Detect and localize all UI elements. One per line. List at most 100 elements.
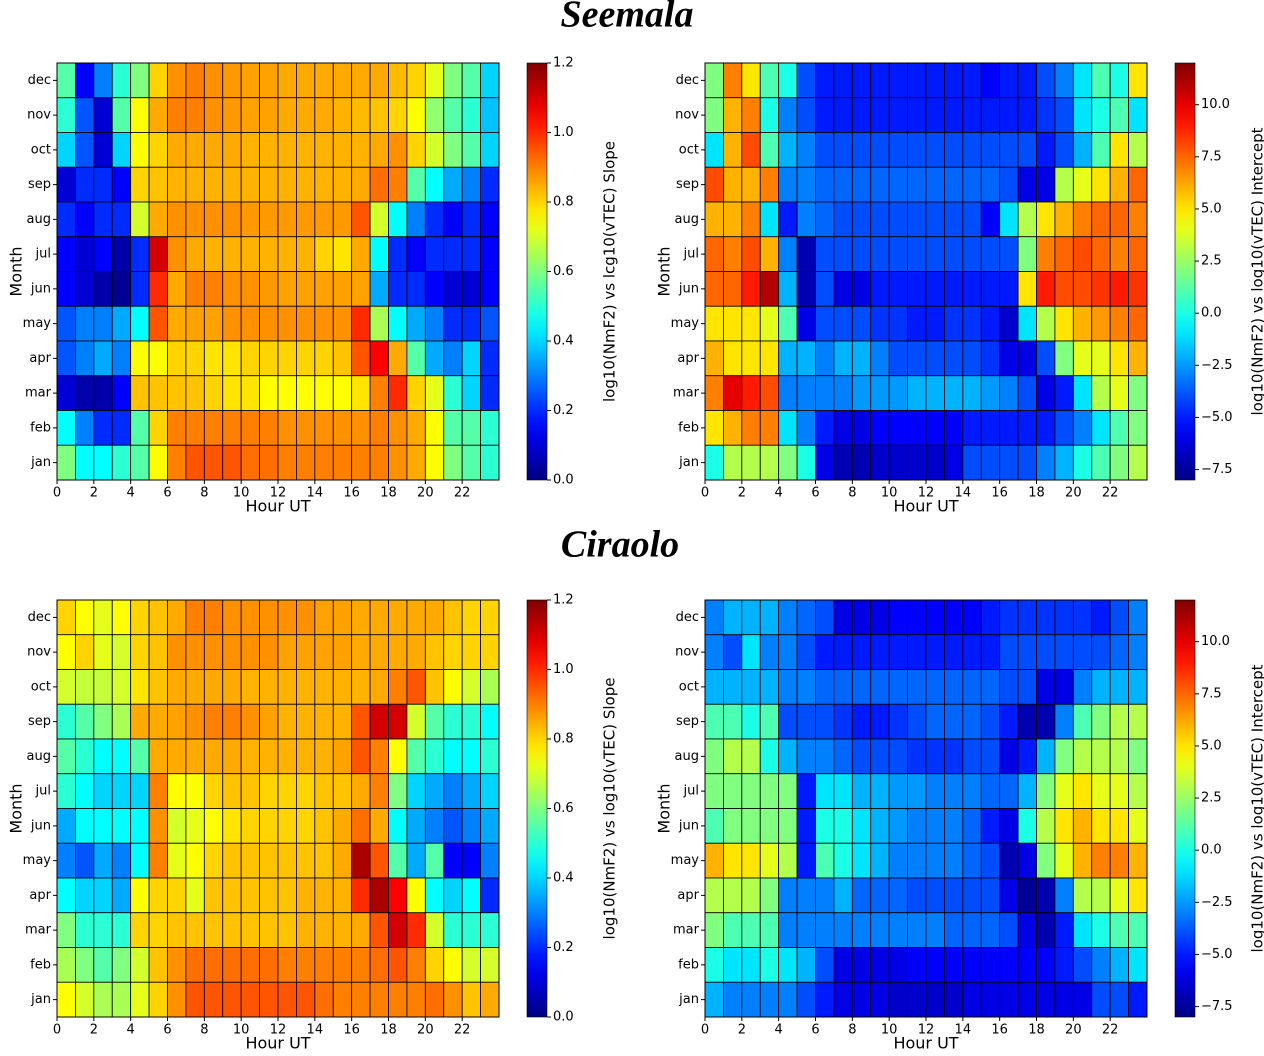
heatmap-cell (369, 62, 389, 99)
heatmap-cell (296, 305, 316, 342)
heatmap-cell (277, 236, 297, 272)
heatmap-cell (130, 842, 150, 879)
heatmap-cell (1072, 201, 1093, 238)
heatmap-cell (888, 981, 908, 1018)
heatmap-cell (1109, 738, 1129, 775)
x-tick-label: 0 (53, 1023, 61, 1038)
heatmap-cell (925, 877, 945, 914)
heatmap-cell (1036, 340, 1056, 377)
heatmap-cell (388, 340, 408, 377)
heatmap-cell (1054, 132, 1074, 168)
heatmap-cell (406, 97, 426, 133)
heatmap-cell (759, 97, 780, 133)
heatmap-cell (815, 62, 835, 99)
heatmap-cell (815, 599, 835, 636)
heatmap-cell (461, 340, 481, 377)
heatmap-cell (723, 981, 743, 1018)
x-tick-label: 6 (811, 486, 819, 501)
heatmap-cell (907, 634, 927, 670)
y-tick-label: nov (27, 645, 51, 660)
heatmap-cell (167, 410, 187, 446)
heatmap-cell (259, 877, 279, 914)
heatmap-cell (75, 808, 95, 844)
heatmap-cell (870, 236, 890, 272)
heatmap-cell (1054, 166, 1074, 203)
heatmap-cell (480, 236, 500, 272)
heatmap-cell (962, 444, 982, 481)
heatmap-cell (56, 703, 76, 740)
heatmap-cell (203, 97, 224, 133)
heatmap-cell (314, 271, 334, 307)
heatmap-cell (130, 599, 150, 636)
heatmap-cell (1017, 236, 1037, 272)
heatmap-cell (259, 236, 279, 272)
heatmap-cell (56, 808, 76, 844)
heatmap-cell (332, 703, 353, 740)
heatmap-cell (980, 703, 1001, 740)
x-tick-label: 20 (1065, 1023, 1082, 1038)
heatmap-cell (93, 62, 113, 99)
heatmap-cell (907, 703, 927, 740)
heatmap-cell (480, 340, 500, 377)
heatmap-cell (480, 166, 500, 203)
heatmap-cell (222, 97, 242, 133)
heatmap-cell (240, 375, 260, 411)
heatmap-cell (369, 340, 389, 377)
heatmap-cell (314, 703, 334, 740)
heatmap-cell (888, 166, 908, 203)
heatmap-cell (907, 97, 927, 133)
heatmap-cell (424, 410, 445, 446)
heatmap-cell (1036, 410, 1056, 446)
heatmap-cell (406, 132, 426, 168)
heatmap-cell (443, 166, 463, 203)
y-tick-label: may (671, 853, 700, 868)
heatmap-cell (704, 808, 724, 844)
y-tick-label: aug (27, 212, 51, 227)
heatmap-cell (962, 738, 982, 775)
heatmap-cell (203, 305, 224, 342)
heatmap-cell (93, 703, 113, 740)
heatmap-cell (259, 62, 279, 99)
heatmap-cell (461, 773, 481, 809)
heatmap-cell (369, 669, 389, 705)
heatmap-cell (1017, 62, 1037, 99)
heatmap-cell (851, 62, 872, 99)
heatmap-cell (944, 842, 964, 879)
heatmap-cell (815, 703, 835, 740)
y-axis-label: Month (7, 783, 26, 833)
heatmap-cell (222, 410, 242, 446)
heatmap-cell (148, 703, 168, 740)
heatmap-cell (93, 410, 113, 446)
x-tick-label: 2 (738, 486, 746, 501)
heatmap-cell (111, 808, 132, 844)
heatmap-cell (870, 808, 890, 844)
heatmap-cell (332, 912, 353, 948)
x-tick-label: 16 (991, 486, 1008, 501)
heatmap-cell (203, 877, 224, 914)
heatmap-cell (424, 375, 445, 411)
heatmap-cell (1091, 599, 1111, 636)
x-tick-label: 6 (163, 1023, 171, 1038)
heatmap-cell (296, 738, 316, 775)
heatmap-cell (1109, 201, 1129, 238)
y-tick-label: oct (679, 679, 699, 694)
heatmap-cell (167, 842, 187, 879)
heatmap-cell (1128, 703, 1148, 740)
heatmap-cell (796, 912, 816, 948)
heatmap-cell (1109, 877, 1129, 914)
heatmap-cell (75, 703, 95, 740)
heatmap-cell (741, 947, 761, 983)
heatmap-cell (75, 97, 95, 133)
heatmap-cell (1128, 132, 1148, 168)
heatmap-cell (351, 703, 371, 740)
heatmap-cell (259, 599, 279, 636)
heatmap-cell (388, 912, 408, 948)
heatmap-cell (259, 912, 279, 948)
heatmap-cell (907, 375, 927, 411)
heatmap-cell (778, 340, 798, 377)
heatmap-cell (907, 444, 927, 481)
heatmap-cell (480, 305, 500, 342)
heatmap-cell (815, 410, 835, 446)
heatmap-cell (203, 444, 224, 481)
heatmap-cell (443, 738, 463, 775)
